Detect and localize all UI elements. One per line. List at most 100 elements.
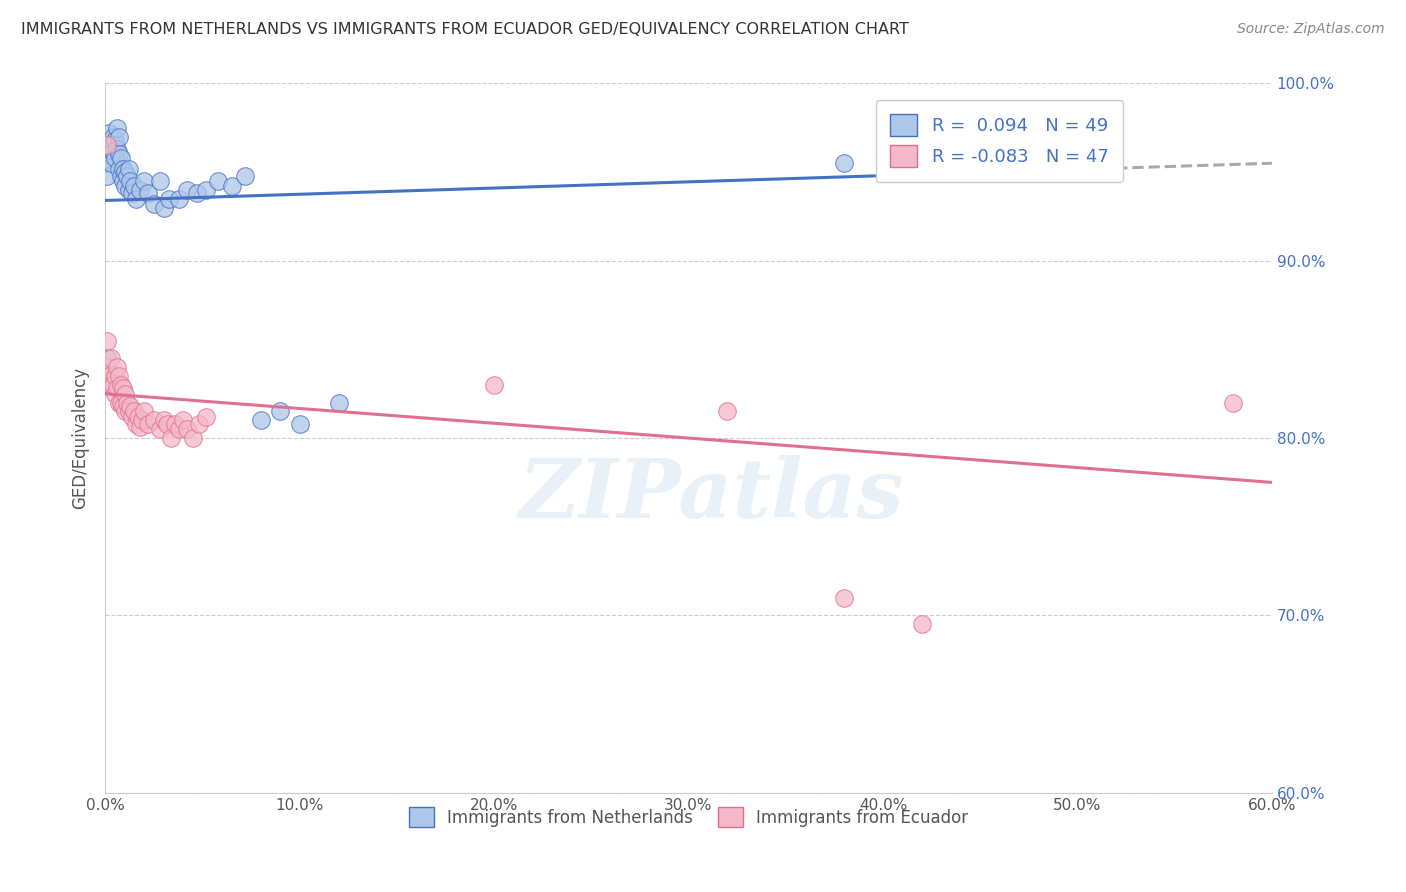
Point <box>110 377 132 392</box>
Point <box>111 161 134 176</box>
Point <box>136 417 159 431</box>
Point <box>111 174 134 188</box>
Point <box>115 395 138 409</box>
Point <box>233 169 256 183</box>
Point <box>111 381 134 395</box>
Point <box>120 174 142 188</box>
Point <box>100 351 122 366</box>
Point <box>117 161 139 176</box>
Point <box>125 192 148 206</box>
Point <box>132 174 155 188</box>
Point <box>269 404 291 418</box>
Point <box>288 417 311 431</box>
Point <box>149 174 172 188</box>
Point <box>121 409 143 424</box>
Point <box>117 404 139 418</box>
Point <box>115 169 138 183</box>
Point <box>108 369 131 384</box>
Point <box>165 417 187 431</box>
Point <box>110 395 132 409</box>
Point <box>157 192 180 206</box>
Point <box>149 422 172 436</box>
Point <box>176 183 198 197</box>
Point <box>110 151 132 165</box>
Point <box>104 369 127 384</box>
Legend: Immigrants from Netherlands, Immigrants from Ecuador: Immigrants from Netherlands, Immigrants … <box>402 800 974 834</box>
Point <box>152 201 174 215</box>
Point <box>96 351 118 366</box>
Point <box>100 156 122 170</box>
Point <box>114 179 136 194</box>
Point <box>131 413 153 427</box>
Point <box>121 186 143 201</box>
Point <box>104 151 127 165</box>
Point <box>110 169 132 183</box>
Point <box>105 360 128 375</box>
Point <box>105 381 128 395</box>
Point <box>108 147 131 161</box>
Point <box>127 409 149 424</box>
Point <box>129 183 152 197</box>
Point <box>167 192 190 206</box>
Point <box>911 617 934 632</box>
Point <box>172 413 194 427</box>
Point <box>100 377 122 392</box>
Point <box>167 422 190 436</box>
Point <box>114 386 136 401</box>
Point <box>114 165 136 179</box>
Text: IMMIGRANTS FROM NETHERLANDS VS IMMIGRANTS FROM ECUADOR GED/EQUIVALENCY CORRELATI: IMMIGRANTS FROM NETHERLANDS VS IMMIGRANT… <box>21 22 908 37</box>
Point <box>108 395 131 409</box>
Point <box>124 404 146 418</box>
Point <box>96 147 118 161</box>
Point <box>1222 395 1244 409</box>
Point <box>482 377 505 392</box>
Point <box>96 156 118 170</box>
Point <box>101 144 124 158</box>
Point <box>104 133 127 147</box>
Point <box>181 431 204 445</box>
Point <box>96 169 118 183</box>
Point <box>100 147 122 161</box>
Point <box>108 161 131 176</box>
Point <box>716 404 738 418</box>
Point <box>96 360 118 375</box>
Point <box>187 417 209 431</box>
Point <box>207 174 229 188</box>
Point <box>328 395 350 409</box>
Point <box>105 142 128 156</box>
Point <box>195 409 218 424</box>
Point <box>104 386 127 401</box>
Point <box>108 129 131 144</box>
Point <box>142 197 165 211</box>
Point <box>98 369 121 384</box>
Point <box>120 399 142 413</box>
Point <box>156 417 179 431</box>
Y-axis label: GED/Equivalency: GED/Equivalency <box>72 367 89 509</box>
Point <box>221 179 243 194</box>
Point <box>101 129 124 144</box>
Point <box>96 138 118 153</box>
Text: Source: ZipAtlas.com: Source: ZipAtlas.com <box>1237 22 1385 37</box>
Point <box>101 377 124 392</box>
Point <box>124 179 146 194</box>
Point <box>186 186 208 201</box>
Point <box>98 126 121 140</box>
Point <box>132 404 155 418</box>
Point <box>111 399 134 413</box>
Point <box>96 334 118 348</box>
Point <box>117 183 139 197</box>
Point <box>136 186 159 201</box>
Point <box>129 420 152 434</box>
Point <box>832 591 855 605</box>
Point <box>160 431 183 445</box>
Point <box>114 404 136 418</box>
Point <box>105 120 128 135</box>
Point <box>142 413 165 427</box>
Point <box>176 422 198 436</box>
Point <box>832 156 855 170</box>
Point <box>249 413 271 427</box>
Point <box>195 183 218 197</box>
Text: ZIPatlas: ZIPatlas <box>519 455 904 535</box>
Point <box>125 417 148 431</box>
Point <box>152 413 174 427</box>
